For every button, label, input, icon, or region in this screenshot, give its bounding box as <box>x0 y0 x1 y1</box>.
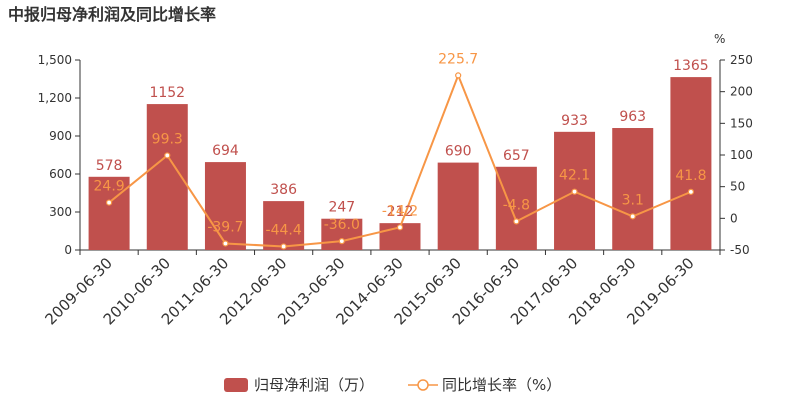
growth-point <box>164 152 171 159</box>
bar <box>670 77 712 250</box>
growth-point <box>222 240 229 247</box>
growth-point <box>455 72 462 79</box>
legend-line-marker <box>417 379 429 391</box>
growth-line <box>108 72 692 248</box>
left-axis-tick-label: 900 <box>49 129 72 143</box>
growth-value-label: -4.8 <box>503 197 530 213</box>
left-axis-tick-label: 300 <box>49 205 72 219</box>
left-y-axis: 0 300 600 900 1,200 1,500 <box>38 53 81 257</box>
chart-title: 中报归母净利润及同比增长率 <box>8 5 216 24</box>
bar-value-label: 963 <box>619 109 646 125</box>
right-axis-unit: % <box>714 32 725 46</box>
bar <box>88 176 130 250</box>
growth-value-label: 41.8 <box>675 168 706 184</box>
bar-value-label: 1152 <box>149 85 185 101</box>
growth-point <box>338 238 345 245</box>
growth-point <box>105 199 113 206</box>
bar <box>437 162 479 250</box>
growth-value-label: 225.7 <box>438 51 478 67</box>
left-axis-tick-label: 1,200 <box>38 91 72 105</box>
bar-series <box>88 77 712 250</box>
right-y-axis: -50 0 50 100 150 200 250 <box>719 53 753 257</box>
growth-value-label: 42.1 <box>559 168 590 184</box>
growth-point <box>513 218 520 225</box>
bar-value-label: 690 <box>445 144 472 160</box>
right-axis-tick-label: -50 <box>730 243 750 257</box>
bar <box>204 162 246 250</box>
right-axis-tick-label: 0 <box>730 211 738 225</box>
bar-value-label: 657 <box>503 148 530 164</box>
legend-bar-swatch <box>224 378 248 392</box>
bar-value-label: 212 <box>387 204 414 220</box>
growth-point <box>280 243 287 250</box>
x-axis: 2009-06-302010-06-302011-06-302012-06-30… <box>42 249 721 328</box>
bar <box>263 201 305 250</box>
right-axis-tick-label: 150 <box>730 116 753 130</box>
growth-point <box>629 213 636 220</box>
left-axis-tick-label: 0 <box>64 243 72 257</box>
data-labels: 578 1152 694 386 247 212 690 657 933 963 1365 24.9 9… <box>94 51 709 238</box>
growth-value-label: 3.1 <box>622 192 644 208</box>
bar <box>495 166 537 250</box>
growth-value-label: -14.2 <box>382 203 418 219</box>
right-axis-tick-label: 100 <box>730 148 753 162</box>
legend: 归母净利润（万） 同比增长率（%） <box>224 376 561 394</box>
growth-value-label: 24.9 <box>94 179 125 195</box>
bar-value-label: 1365 <box>673 58 709 74</box>
bar-value-label: 247 <box>328 200 355 216</box>
right-axis-tick-label: 50 <box>730 180 745 194</box>
growth-value-label: -39.7 <box>207 219 243 235</box>
bar-value-label: 933 <box>561 113 588 129</box>
growth-point <box>687 188 695 195</box>
left-axis-tick-label: 1,500 <box>38 53 72 67</box>
growth-value-label: 99.3 <box>152 131 183 147</box>
growth-point <box>396 224 404 231</box>
bar-value-label: 694 <box>212 143 239 159</box>
growth-point <box>571 188 578 195</box>
right-axis-tick-label: 200 <box>730 85 753 99</box>
line-series <box>105 72 695 250</box>
left-axis-tick-label: 600 <box>49 167 72 181</box>
bar <box>612 128 654 250</box>
growth-value-label: -44.4 <box>266 222 302 238</box>
bar-value-label: 578 <box>96 158 123 174</box>
legend-bar-label: 归母净利润（万） <box>254 376 374 394</box>
bar <box>321 218 363 250</box>
legend-line-label: 同比增长率（%） <box>442 376 561 394</box>
right-axis-tick-label: 250 <box>730 53 753 67</box>
bar-value-label: 386 <box>270 182 297 198</box>
growth-value-label: -36.0 <box>324 217 360 233</box>
